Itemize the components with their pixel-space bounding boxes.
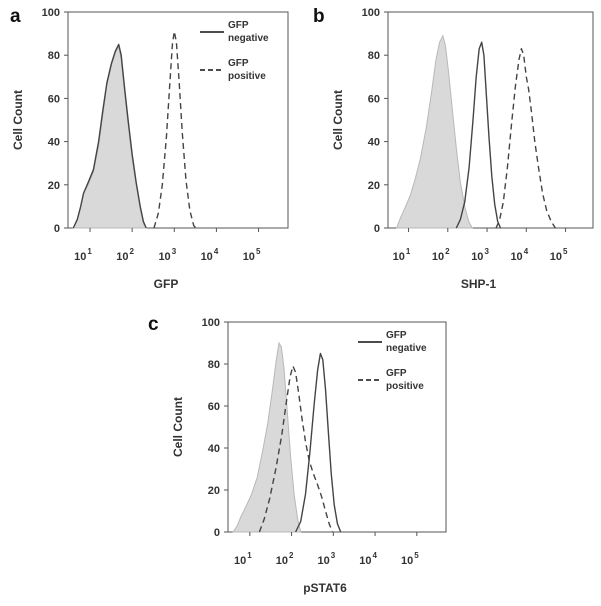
y-axis-title: Cell Count <box>171 397 185 457</box>
histogram-filled-series <box>395 34 474 229</box>
histogram-solid-series <box>72 43 147 229</box>
x-tick-label: 101 <box>234 551 252 567</box>
chart-panel-a: a 0 20 40 60 80 100 101 102 103 104 105 GFP Cell Coun… <box>10 6 289 291</box>
chart-panel-c: c 0 20 40 60 80 100 101 102 103 104 105 pSTAT6 Cell C… <box>148 314 447 595</box>
legend-label: positive <box>386 381 424 392</box>
y-tick-label: 0 <box>214 527 220 539</box>
histogram-dashed-series <box>153 30 197 229</box>
y-tick-label: 20 <box>48 180 60 192</box>
histogram-dashed-series <box>495 48 556 229</box>
histogram-dashed-series <box>258 365 334 533</box>
y-tick-label: 40 <box>48 137 60 149</box>
histogram-solid-series <box>294 352 342 533</box>
y-tick-label: 60 <box>208 401 220 413</box>
y-tick-label: 80 <box>48 50 60 62</box>
panel-letter: c <box>148 314 159 335</box>
legend-label: GFP <box>386 330 407 341</box>
x-tick-label: 101 <box>74 247 92 263</box>
chart-panel-b: b 0 20 40 60 80 100 101 102 103 104 105 SHP-1 Cell Co… <box>313 6 594 291</box>
y-tick-label: 0 <box>374 223 380 235</box>
x-tick-label: 102 <box>432 247 450 263</box>
legend-label: positive <box>228 71 266 82</box>
x-tick-label: 104 <box>201 247 219 263</box>
legend: GFP negative GFP positive <box>200 20 269 82</box>
y-tick-label: 60 <box>368 93 380 105</box>
x-tick-label: 103 <box>317 551 335 567</box>
y-tick-label: 80 <box>208 359 220 371</box>
x-tick-label: 105 <box>401 551 419 567</box>
y-tick-label: 60 <box>48 93 60 105</box>
x-tick-label: 104 <box>510 247 528 263</box>
y-tick-label: 80 <box>368 50 380 62</box>
legend-label: GFP <box>228 20 249 31</box>
legend-label: negative <box>228 33 269 44</box>
plot-frame <box>227 321 447 533</box>
histogram-solid-series <box>455 41 502 229</box>
x-axis-title: pSTAT6 <box>303 581 347 595</box>
x-tick-label: 102 <box>276 551 294 567</box>
plot-frame <box>67 11 289 229</box>
y-tick-label: 40 <box>368 137 380 149</box>
histogram-filled-series <box>72 45 148 229</box>
legend-label: GFP <box>386 368 407 379</box>
histogram-filled-series <box>232 341 302 533</box>
x-axis-title: GFP <box>154 277 179 291</box>
legend: GFP negative GFP positive <box>358 330 427 392</box>
panel-letter: a <box>10 6 21 27</box>
y-tick-label: 0 <box>54 223 60 235</box>
y-tick-label: 40 <box>208 443 220 455</box>
panel-letter: b <box>313 6 325 27</box>
x-tick-label: 104 <box>359 551 377 567</box>
y-axis-title: Cell Count <box>11 90 25 150</box>
x-tick-label: 102 <box>116 247 134 263</box>
x-axis-title: SHP-1 <box>461 277 497 291</box>
plot-frame <box>387 11 594 229</box>
x-tick-label: 105 <box>550 247 568 263</box>
x-tick-label: 105 <box>243 247 261 263</box>
y-axis-title: Cell Count <box>331 90 345 150</box>
y-tick-label: 100 <box>202 317 220 329</box>
y-tick-label: 20 <box>368 180 380 192</box>
y-tick-label: 100 <box>362 7 380 19</box>
x-tick-label: 103 <box>471 247 489 263</box>
y-tick-label: 100 <box>42 7 60 19</box>
legend-label: GFP <box>228 58 249 69</box>
y-tick-label: 20 <box>208 485 220 497</box>
x-tick-label: 103 <box>158 247 176 263</box>
legend-label: negative <box>386 343 427 354</box>
x-tick-label: 101 <box>393 247 411 263</box>
